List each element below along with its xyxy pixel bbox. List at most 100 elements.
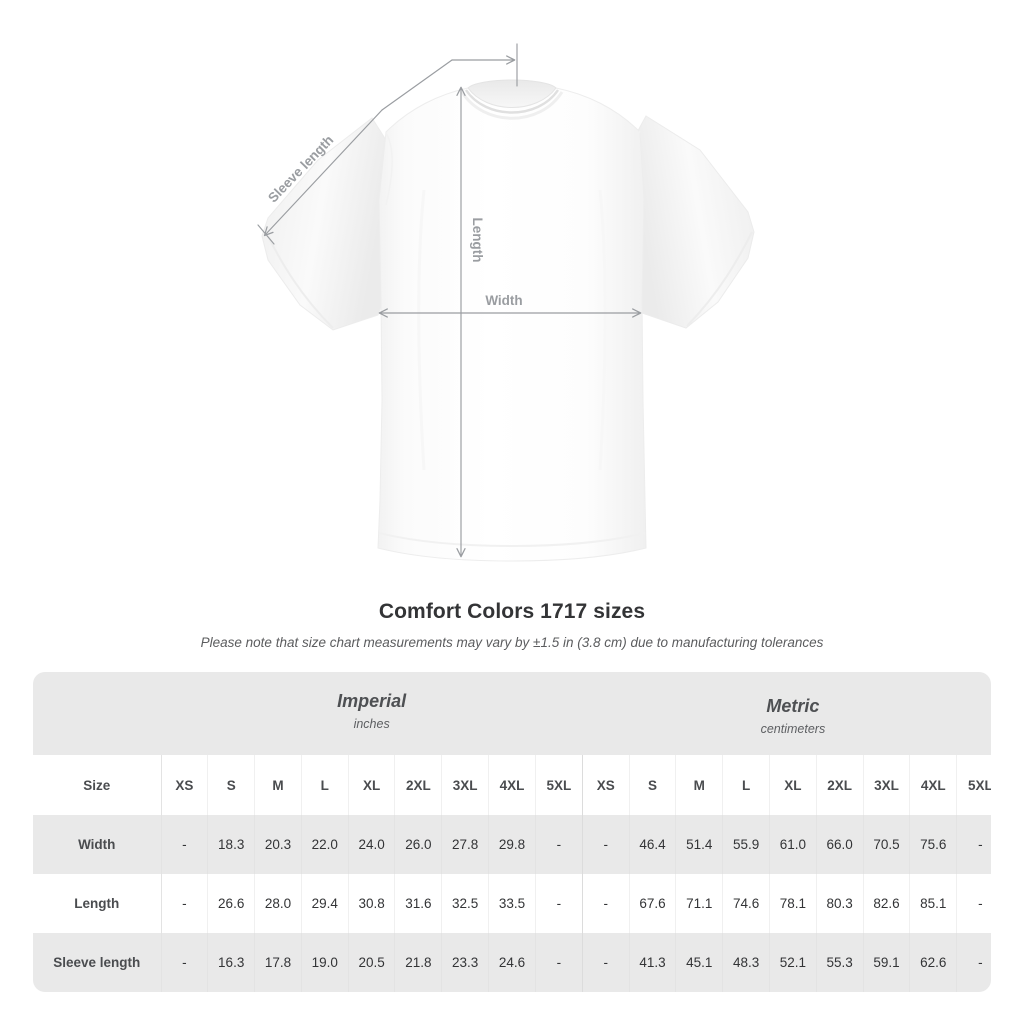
cell-width-imperial-5xl: - <box>535 815 583 874</box>
cell-length-metric-s: 67.6 <box>629 874 677 933</box>
unit-band-metric: Metric centimeters <box>582 672 991 755</box>
size-header-2xl-metric: 2XL <box>816 755 864 815</box>
cell-sleeve-length-imperial-s: 16.3 <box>207 933 256 992</box>
cell-sleeve-length-metric-4xl: 62.6 <box>909 933 958 992</box>
cell-width-imperial-xl: 24.0 <box>348 815 396 874</box>
cell-length-imperial-2xl: 31.6 <box>394 874 443 933</box>
measurement-annotations <box>257 43 642 558</box>
cell-sleeve-length-imperial-2xl: 21.8 <box>394 933 443 992</box>
size-header-5xl-imperial: 5XL <box>535 755 583 815</box>
size-header-xs-metric: XS <box>582 755 630 815</box>
cell-length-metric-5xl: - <box>956 874 991 933</box>
cell-length-metric-m: 71.1 <box>675 874 724 933</box>
size-header-xl-metric: XL <box>769 755 817 815</box>
cell-length-metric-xl: 78.1 <box>769 874 817 933</box>
table-row: Length -26.6 28.0 29.4 30.8 31.6 32.5 33.5- -67.… <box>33 874 991 933</box>
size-header-row: Size XS S M L XL 2XL 3XL 4XL 5XL XS S M L XL 2XL 3XL 4XL 5… <box>33 755 991 815</box>
cell-width-imperial-2xl: 26.0 <box>394 815 443 874</box>
size-header-4xl-metric: 4XL <box>909 755 958 815</box>
table-row: Sleeve length -16.3 17.8 19.0 20.5 21.8 23.3 24… <box>33 933 991 992</box>
cell-length-imperial-l: 29.4 <box>301 874 349 933</box>
cell-width-imperial-3xl: 27.8 <box>441 815 490 874</box>
cell-sleeve-length-metric-xs: - <box>582 933 630 992</box>
cell-width-metric-xs: - <box>582 815 630 874</box>
size-header-s-imperial: S <box>207 755 256 815</box>
size-header-5xl-metric: 5XL <box>956 755 991 815</box>
length-label: Length <box>470 218 485 263</box>
cell-sleeve-length-imperial-xl: 20.5 <box>348 933 396 992</box>
width-label: Width <box>485 293 522 308</box>
cell-length-imperial-4xl: 33.5 <box>488 874 536 933</box>
row-label-width: Width <box>33 815 162 874</box>
cell-width-imperial-m: 20.3 <box>254 815 302 874</box>
size-header-label: Size <box>33 755 162 815</box>
row-label-length: Length <box>33 874 162 933</box>
tshirt-garment <box>261 79 755 562</box>
unit-band-spacer <box>33 672 161 755</box>
unit-subtitle: inches <box>353 717 390 731</box>
cell-sleeve-length-imperial-m: 17.8 <box>254 933 302 992</box>
cell-sleeve-length-metric-3xl: 59.1 <box>863 933 911 992</box>
tshirt-illustration: Sleeve length Length Width <box>257 43 755 562</box>
table-row: Width -18.3 20.3 22.0 24.0 26.0 27.8 29.8- -46.4… <box>33 815 991 874</box>
unit-name: Metric <box>766 695 820 716</box>
cell-length-imperial-xl: 30.8 <box>348 874 396 933</box>
cell-width-imperial-l: 22.0 <box>301 815 349 874</box>
tolerance-note: Please note that size chart measurements… <box>200 635 824 650</box>
cell-sleeve-length-imperial-l: 19.0 <box>301 933 349 992</box>
cell-length-imperial-xs: - <box>161 874 209 933</box>
cell-width-metric-2xl: 66.0 <box>816 815 864 874</box>
cell-width-metric-4xl: 75.6 <box>909 815 958 874</box>
size-chart-table-wrapper: Imperial inches Metric centimeters Size XS S M L… <box>33 672 991 992</box>
cell-length-imperial-s: 26.6 <box>207 874 256 933</box>
cell-width-metric-xl: 61.0 <box>769 815 817 874</box>
cell-sleeve-length-metric-s: 41.3 <box>629 933 677 992</box>
cell-sleeve-length-imperial-xs: - <box>161 933 209 992</box>
row-label-sleeve-length: Sleeve length <box>33 933 162 992</box>
cell-length-metric-2xl: 80.3 <box>816 874 864 933</box>
unit-name: Imperial <box>337 691 407 711</box>
size-header-3xl-imperial: 3XL <box>441 755 490 815</box>
size-header-3xl-metric: 3XL <box>863 755 911 815</box>
size-header-l-imperial: L <box>301 755 349 815</box>
page-title: Comfort Colors 1717 sizes <box>378 600 646 623</box>
cell-width-imperial-xs: - <box>161 815 209 874</box>
size-header-4xl-imperial: 4XL <box>488 755 536 815</box>
cell-sleeve-length-imperial-3xl: 23.3 <box>441 933 490 992</box>
cell-width-metric-s: 46.4 <box>629 815 677 874</box>
unit-subtitle: centimeters <box>760 721 826 736</box>
cell-length-metric-4xl: 85.1 <box>909 874 958 933</box>
cell-length-metric-xs: - <box>582 874 630 933</box>
cell-width-imperial-4xl: 29.8 <box>488 815 536 874</box>
size-header-2xl-imperial: 2XL <box>394 755 443 815</box>
size-header-l-metric: L <box>722 755 770 815</box>
sleeve-length-annotation <box>257 43 518 245</box>
unit-band-imperial: Imperial inches <box>161 672 583 755</box>
size-header-m-metric: M <box>675 755 724 815</box>
size-header-m-imperial: M <box>254 755 302 815</box>
cell-length-imperial-3xl: 32.5 <box>441 874 490 933</box>
cell-sleeve-length-imperial-5xl: - <box>535 933 583 992</box>
size-header-xs-imperial: XS <box>161 755 209 815</box>
cell-sleeve-length-metric-xl: 52.1 <box>769 933 817 992</box>
cell-sleeve-length-metric-l: 48.3 <box>722 933 770 992</box>
cell-width-metric-l: 55.9 <box>722 815 770 874</box>
cell-length-metric-l: 74.6 <box>722 874 770 933</box>
tshirt-svg: Sleeve length Length Width <box>257 43 755 562</box>
cell-length-metric-3xl: 82.6 <box>863 874 911 933</box>
table-body: Imperial inches Metric centimeters Size XS S M L… <box>33 672 991 992</box>
cell-width-imperial-s: 18.3 <box>207 815 256 874</box>
size-header-xl-imperial: XL <box>348 755 396 815</box>
size-header-s-metric: S <box>629 755 677 815</box>
title-block: Comfort Colors 1717 sizes Please note th… <box>0 598 1024 653</box>
cell-sleeve-length-metric-m: 45.1 <box>675 933 724 992</box>
cell-width-metric-5xl: - <box>956 815 991 874</box>
cell-width-metric-m: 51.4 <box>675 815 724 874</box>
cell-sleeve-length-imperial-4xl: 24.6 <box>488 933 536 992</box>
unit-band-row: Imperial inches Metric centimeters <box>33 672 991 755</box>
cell-sleeve-length-metric-5xl: - <box>956 933 991 992</box>
cell-sleeve-length-metric-2xl: 55.3 <box>816 933 864 992</box>
size-chart-table: Imperial inches Metric centimeters Size XS S M L… <box>33 672 991 992</box>
cell-length-imperial-5xl: - <box>535 874 583 933</box>
cell-length-imperial-m: 28.0 <box>254 874 302 933</box>
